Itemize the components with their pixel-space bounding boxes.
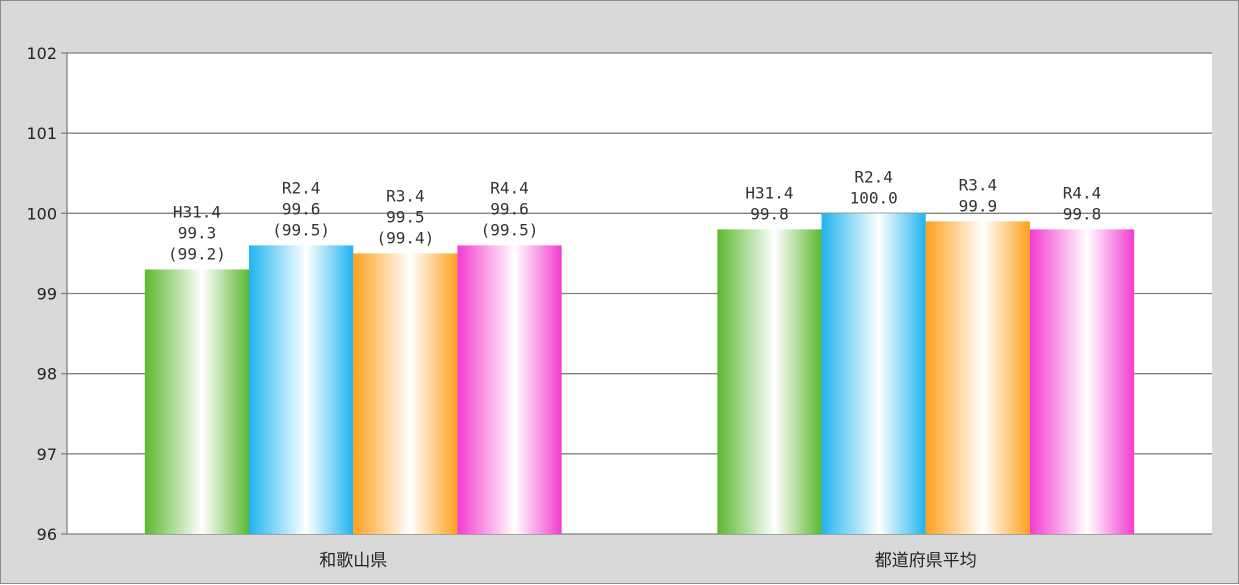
y-tick-label: 101 bbox=[26, 124, 57, 143]
data-label: R2.4 bbox=[282, 178, 321, 197]
data-label: (99.4) bbox=[376, 228, 434, 247]
data-label: 99.9 bbox=[959, 196, 998, 215]
y-tick-label: 102 bbox=[26, 44, 57, 63]
y-tick-label: 99 bbox=[37, 285, 57, 304]
data-label: R3.4 bbox=[386, 186, 425, 205]
data-label: (99.2) bbox=[168, 244, 226, 263]
y-tick-label: 100 bbox=[26, 204, 57, 223]
data-label: 99.5 bbox=[386, 207, 425, 226]
bar bbox=[457, 245, 562, 534]
data-label: 99.6 bbox=[490, 199, 529, 218]
data-label: H31.4 bbox=[173, 202, 221, 221]
data-label: 99.8 bbox=[1063, 204, 1102, 223]
data-label: R2.4 bbox=[854, 167, 893, 186]
data-label: 99.3 bbox=[178, 223, 217, 242]
data-label: (99.5) bbox=[481, 220, 539, 239]
bar bbox=[717, 229, 822, 534]
data-label: 99.8 bbox=[750, 204, 789, 223]
data-label: R3.4 bbox=[959, 175, 998, 194]
data-label: (99.5) bbox=[272, 220, 330, 239]
data-label: R4.4 bbox=[1063, 183, 1102, 202]
data-label: R4.4 bbox=[490, 178, 529, 197]
bar bbox=[1029, 229, 1135, 534]
bar bbox=[353, 253, 458, 534]
bar bbox=[925, 221, 1030, 534]
bar bbox=[249, 245, 354, 534]
y-tick-label: 98 bbox=[37, 365, 57, 384]
bar bbox=[821, 213, 926, 535]
data-label: H31.4 bbox=[745, 183, 793, 202]
y-tick-label: 96 bbox=[37, 525, 57, 544]
bar bbox=[144, 269, 250, 534]
data-label: 100.0 bbox=[850, 188, 898, 207]
y-tick-label: 97 bbox=[37, 445, 57, 464]
x-category-label: 都道府県平均 bbox=[875, 551, 977, 571]
x-category-label: 和歌山県 bbox=[319, 551, 387, 571]
data-label: 99.6 bbox=[282, 199, 321, 218]
